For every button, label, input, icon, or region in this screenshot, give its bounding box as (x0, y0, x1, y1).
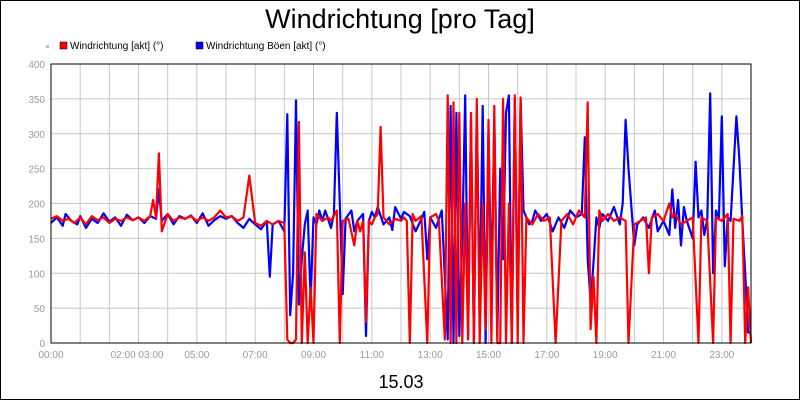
x-tick-label: 11:00 (360, 350, 385, 361)
date-label: 15.03 (378, 372, 423, 392)
chart-title: Windrichtung [pro Tag] (265, 4, 535, 34)
x-tick-label: 15:00 (476, 350, 501, 361)
y-tick-label: 150 (28, 234, 45, 245)
x-tick-label: 02:00 03:00 (111, 350, 164, 361)
x-tick-label: 07:00 (243, 350, 268, 361)
y-tick-label: 250 (28, 165, 45, 176)
y-tick-label: 400 (28, 60, 45, 71)
y-axis-ticks: 0 50 100 150 200 250 300 350 400 (28, 60, 45, 350)
y-tick-label: 350 (28, 95, 45, 106)
x-tick-label: 13:00 (418, 350, 443, 361)
y-tick-label: 0 (39, 339, 45, 350)
y-tick-label: 300 (28, 130, 45, 141)
y-tick-label: 50 (34, 304, 46, 315)
legend-swatch-wind-direction (59, 41, 68, 50)
legend-label-gust-direction: Windrichtung Böen [akt] (°) (206, 41, 326, 52)
y-tick-label: 200 (28, 200, 45, 211)
x-tick-label: 00:00 (38, 350, 63, 361)
y-tick-label: 100 (28, 269, 45, 280)
x-tick-label: 05:00 (184, 350, 209, 361)
x-tick-label: 09:00 (301, 350, 326, 361)
plot-border (50, 63, 752, 344)
x-tick-label: 19:00 (593, 350, 618, 361)
x-tick-label: 17:00 (534, 350, 559, 361)
legend-swatch-gust-direction (195, 41, 204, 50)
legend-marker-icon (46, 45, 49, 48)
x-tick-label: 21:00 (651, 350, 676, 361)
x-axis-ticks: 00:00 02:00 03:00 05:00 07:00 09:00 11:00 13:0… (38, 350, 734, 361)
legend-label-wind-direction: Windrichtung [akt] (°) (70, 41, 163, 52)
x-tick-label: 23:00 (709, 350, 734, 361)
